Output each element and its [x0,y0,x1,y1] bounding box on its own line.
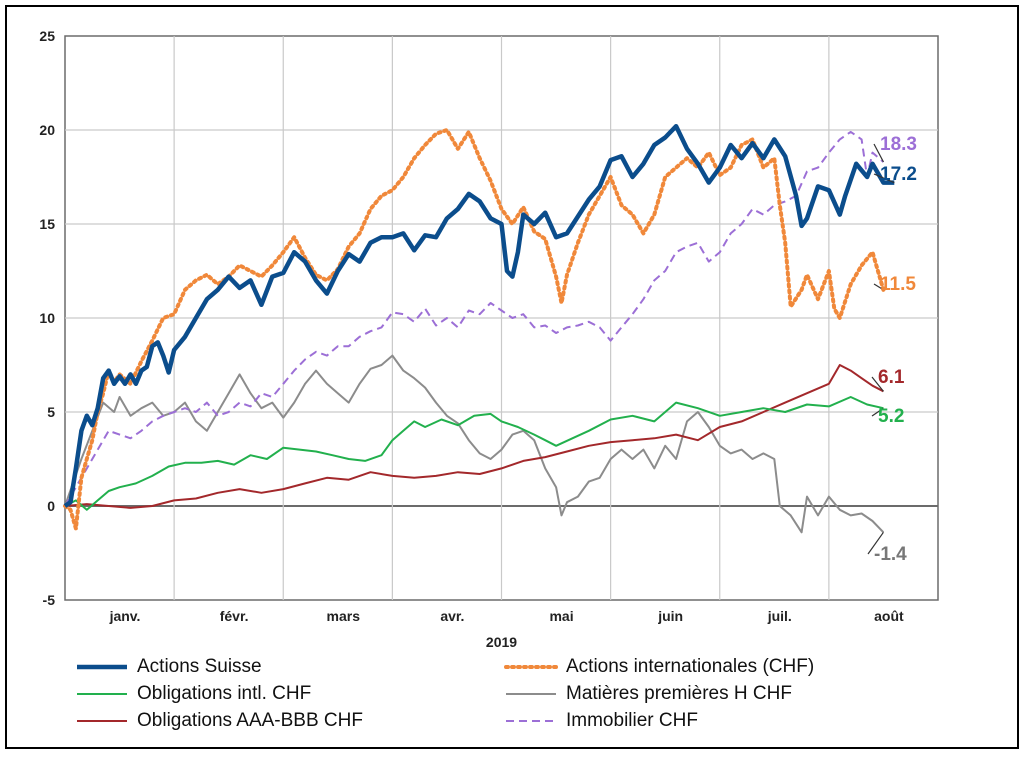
series-line-actions-suisse [63,123,895,508]
leader-line [871,407,884,417]
leader-line [871,376,884,392]
series-line-obligations-aaa-bbb-chf [64,364,884,509]
y-tick-label: 25 [39,28,55,44]
x-axis-label: 2019 [486,634,517,650]
end-value-label: 5.2 [878,406,904,427]
leader-line [873,283,884,291]
series-line-actions-internationales-chf- [63,128,886,531]
y-tick-label: 15 [39,216,55,232]
leader-line [873,173,895,184]
y-tick-label: 20 [39,122,55,138]
y-tick-label: -5 [43,592,56,608]
x-tick-label: août [874,608,904,624]
series-line-mati-res-premi-res-h-chf [64,354,885,534]
leader-line [873,143,884,163]
series-line-immobilier-chf [64,130,885,507]
y-tick-label: 10 [39,310,55,326]
end-value-label: 6.1 [878,367,905,388]
y-tick-label: 0 [47,498,55,514]
end-value-label: 18.3 [880,134,917,155]
x-tick-label: févr. [220,608,249,624]
end-value-label: -1.4 [874,544,907,565]
x-tick-label: mars [327,608,361,624]
x-tick-label: juin [657,608,683,624]
y-tick-label: 5 [47,404,55,420]
series-line-obligations-intl-chf [64,396,884,511]
x-tick-label: avr. [440,608,464,624]
x-tick-label: janv. [109,608,141,624]
end-value-label: 11.5 [880,274,916,295]
leader-line [867,531,884,555]
x-tick-label: mai [549,608,573,624]
end-value-label: 17.2 [880,164,917,185]
x-tick-label: juil. [767,608,792,624]
